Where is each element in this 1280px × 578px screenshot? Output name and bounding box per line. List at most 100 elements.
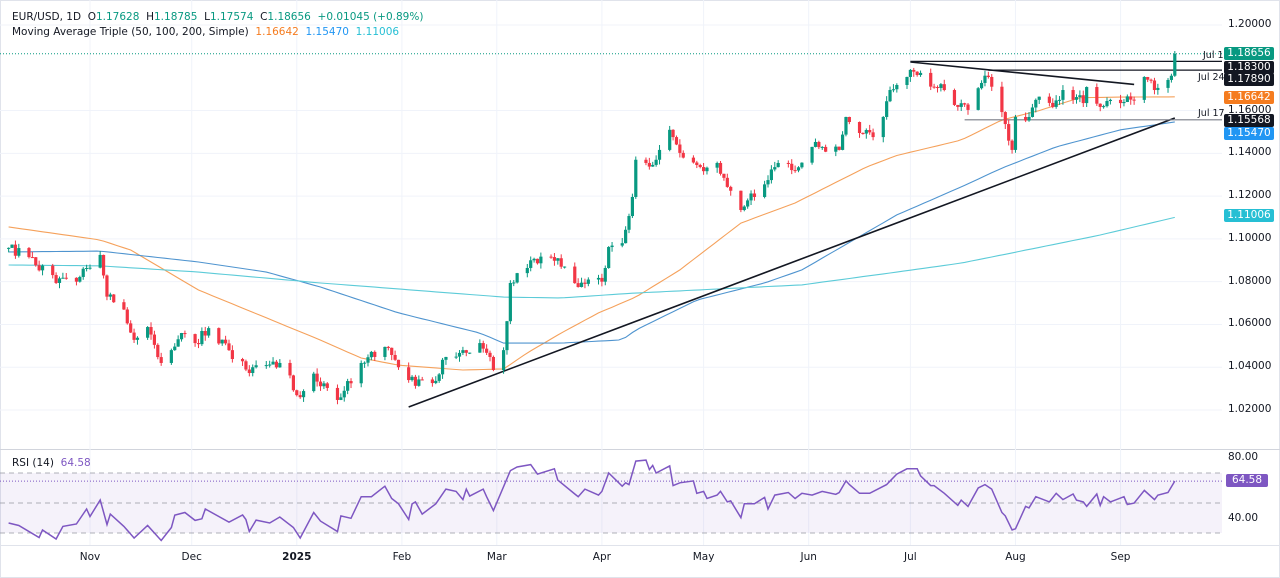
price-axis-label: 1.02000 <box>1228 403 1272 416</box>
candle <box>146 327 150 338</box>
candle <box>983 75 987 83</box>
candle <box>315 373 319 382</box>
candle <box>430 379 434 384</box>
candle <box>373 351 377 357</box>
price-axis-label: 1.06000 <box>1228 317 1272 330</box>
candle <box>871 132 875 138</box>
price-axis-label: 1.08000 <box>1228 274 1272 287</box>
candle <box>888 90 892 102</box>
price-tag-hline-jul24: 1.17890 <box>1224 73 1274 86</box>
candle <box>339 397 343 400</box>
candle <box>508 282 512 322</box>
hline-label-jul1: Jul 1 <box>1203 50 1224 61</box>
open-value: 1.17628 <box>95 11 140 23</box>
candle <box>488 352 492 357</box>
candle <box>1142 76 1146 100</box>
candle <box>122 302 126 310</box>
candle <box>173 346 177 351</box>
candle <box>501 350 506 371</box>
candle <box>57 278 62 283</box>
candle <box>396 359 401 368</box>
candle <box>291 375 295 391</box>
candle <box>1034 99 1038 108</box>
price-tag-hline-jul1: 1.18300 <box>1224 61 1274 74</box>
candle <box>1132 99 1136 101</box>
candle <box>908 69 912 77</box>
candle <box>718 162 723 174</box>
candle <box>844 116 848 135</box>
open-label: O <box>87 11 96 23</box>
price-axis-label: 1.14000 <box>1228 146 1272 159</box>
rsi-line <box>8 459 1176 542</box>
ma-title: Moving Average Triple (50, 100, 200, Sim… <box>12 26 249 38</box>
candle <box>325 383 329 388</box>
candle <box>1071 90 1075 100</box>
candle <box>1156 87 1160 91</box>
price-tag-last: 1.18656 <box>1224 47 1274 60</box>
candle <box>240 359 245 362</box>
candle <box>81 268 85 277</box>
candle <box>505 321 509 351</box>
candle <box>1030 107 1035 117</box>
candle <box>864 130 868 134</box>
candle <box>1054 100 1058 107</box>
candles <box>7 50 1177 405</box>
candle <box>278 362 282 368</box>
ma100-value: 1.15470 <box>305 26 349 38</box>
candle <box>647 162 651 167</box>
candle <box>529 260 533 268</box>
candle <box>193 334 197 344</box>
candle <box>525 267 529 274</box>
candle <box>532 258 536 261</box>
candle <box>1098 103 1102 107</box>
candle <box>230 350 234 360</box>
candle <box>105 275 109 297</box>
time-axis-label: Sep <box>1110 551 1131 563</box>
candle <box>681 152 685 158</box>
hline-label-jul24: Jul 24 <box>1198 72 1225 83</box>
candle <box>454 356 458 358</box>
candle <box>461 350 465 353</box>
close-label: C <box>260 11 268 23</box>
candle <box>434 380 438 384</box>
candle <box>129 323 133 333</box>
drawings[interactable] <box>0 53 1222 408</box>
candle <box>34 257 38 266</box>
candle <box>678 144 682 153</box>
candle <box>491 356 496 371</box>
candle <box>251 367 255 374</box>
candle <box>715 162 719 168</box>
rsi-legend[interactable]: RSI (14) 64.58 <box>12 457 91 469</box>
candle <box>1027 116 1031 121</box>
high-label: H <box>146 11 154 23</box>
candle <box>515 273 519 283</box>
candle <box>763 184 767 197</box>
candle <box>264 365 268 367</box>
candle <box>40 265 45 271</box>
candle <box>247 369 251 374</box>
symbol-legend: EUR/USD, 1D O1.17628 H1.18785 L1.17574 C… <box>12 11 423 23</box>
candle <box>478 343 482 353</box>
candle <box>149 327 153 335</box>
candle <box>976 88 980 110</box>
candle <box>179 333 184 340</box>
candle <box>857 122 862 134</box>
low-value: 1.17574 <box>209 11 254 23</box>
candle <box>1118 99 1123 104</box>
time-axis-label: Jul <box>904 551 917 563</box>
candle <box>868 130 872 133</box>
candle <box>1010 140 1014 150</box>
candle <box>301 391 306 398</box>
candle <box>939 84 943 88</box>
ma-legend[interactable]: Moving Average Triple (50, 100, 200, Sim… <box>12 26 399 38</box>
rsi-title: RSI (14) <box>12 457 54 469</box>
candle <box>318 381 323 387</box>
candle <box>607 247 611 268</box>
candle <box>1149 79 1153 81</box>
symbol-title[interactable]: EUR/USD, 1D <box>12 11 82 23</box>
rsi-pane <box>0 459 1222 542</box>
candle <box>322 383 326 387</box>
candle <box>881 116 885 138</box>
candle <box>776 162 780 168</box>
